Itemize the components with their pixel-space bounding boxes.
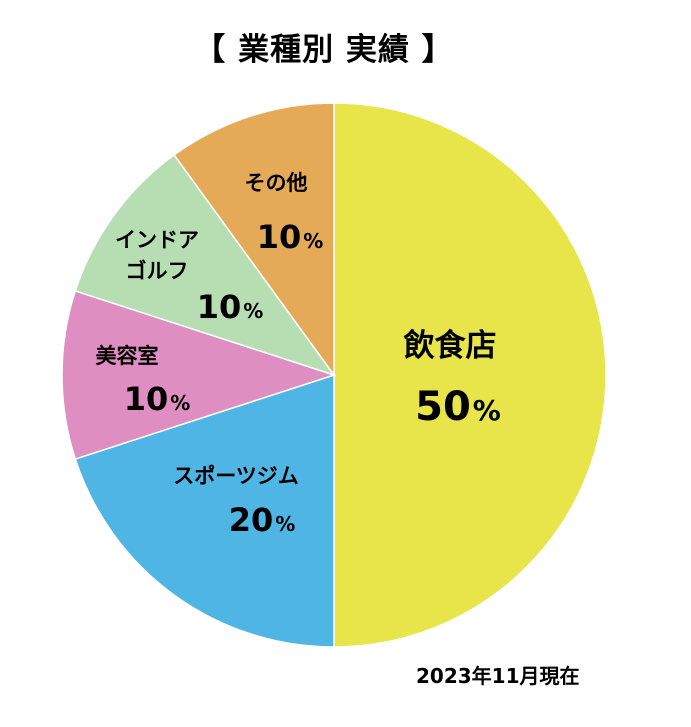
- pie-slices: [61, 102, 607, 648]
- slice-value-sports-gym: 20%: [229, 501, 296, 539]
- slice-label-beauty-salon: 美容室: [96, 344, 159, 368]
- pie-slice-beauty-salon: [61, 290, 337, 460]
- slice-value-beauty-salon: 10%: [124, 380, 191, 418]
- slice-value-indoor-golf: 10%: [197, 288, 264, 326]
- slice-label-indoor-golf: インドアゴルフ: [115, 228, 199, 283]
- pie-slice-sports-gym: [74, 373, 335, 648]
- pie-slice-other: [173, 102, 335, 378]
- slice-value-restaurant: 50%: [415, 384, 501, 430]
- slice-value-other: 10%: [257, 218, 324, 256]
- chart-title: 【 業種別 実績 】: [194, 32, 454, 68]
- slice-label-restaurant: 飲食店: [404, 328, 497, 364]
- pie-slice-indoor-golf: [74, 153, 336, 377]
- slice-label-other: その他: [245, 171, 308, 195]
- as-of-date-note: 2023年11月現在: [416, 664, 580, 688]
- slice-label-sports-gym: スポーツジム: [173, 464, 299, 488]
- pie-labels: 飲食店 50% スポーツジム 20 % 美容室 10 % インドアゴルフ 10 % その他 10%: [96, 171, 501, 539]
- pie-slice-restaurant: [333, 102, 607, 648]
